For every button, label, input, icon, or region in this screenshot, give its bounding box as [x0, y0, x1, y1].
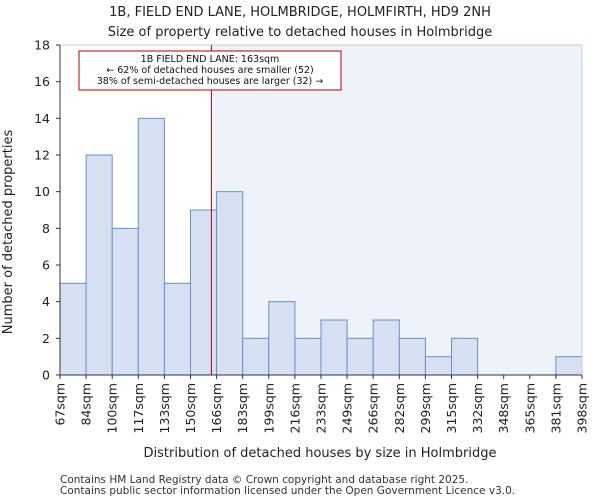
x-tick-label-398sqm: 398sqm [575, 383, 590, 433]
bar-67sqm [59, 282, 87, 376]
bar-150sqm [190, 209, 218, 376]
bar-100sqm [111, 227, 139, 376]
bar-381sqm [555, 356, 583, 376]
bar-133sqm [163, 282, 191, 376]
footer-line-1: Contains HM Land Registry data © Crown c… [60, 474, 468, 486]
y-ticks-group: 0 2 4 6 8 10 12 14 16 18 [34, 38, 60, 383]
x-tick-label-348sqm: 348sqm [496, 383, 511, 433]
bar-299sqm [424, 356, 452, 376]
x-tick-label-266sqm: 266sqm [366, 383, 381, 433]
annotation-line-1: 1B FIELD END LANE: 163sqm [141, 54, 280, 65]
bar-216sqm [294, 337, 322, 376]
bar-233sqm [320, 319, 348, 376]
x-tick-label-84sqm: 84sqm [79, 383, 94, 426]
bars-group [59, 117, 583, 376]
x-tick-label-315sqm: 315sqm [444, 383, 459, 433]
annotation-line-2: ← 62% of detached houses are smaller (52… [106, 65, 313, 76]
y-axis-label: Number of detached properties [1, 130, 16, 335]
x-tick-label-150sqm: 150sqm [183, 383, 198, 433]
x-ticks-group: 67sqm 84sqm 100sqm 117sqm 133sqm 150sqm 166sqm… [53, 375, 590, 433]
chart-subtitle: Size of property relative to detached ho… [108, 25, 493, 40]
y-tick-label-14: 14 [34, 111, 50, 126]
x-tick-label-100sqm: 100sqm [105, 383, 120, 433]
x-tick-label-183sqm: 183sqm [235, 383, 250, 433]
x-tick-label-117sqm: 117sqm [131, 383, 146, 433]
x-tick-label-249sqm: 249sqm [340, 383, 355, 433]
x-tick-label-233sqm: 233sqm [314, 383, 329, 433]
bar-249sqm [346, 337, 374, 376]
bar-199sqm [268, 301, 296, 376]
x-tick-label-133sqm: 133sqm [157, 383, 172, 433]
bar-166sqm [216, 191, 244, 376]
y-tick-label-4: 4 [42, 294, 50, 309]
bar-183sqm [242, 337, 270, 376]
bar-266sqm [372, 319, 400, 376]
bar-315sqm [451, 337, 479, 376]
x-axis-label: Distribution of detached houses by size … [144, 446, 497, 461]
x-tick-label-67sqm: 67sqm [53, 383, 68, 426]
bar-84sqm [85, 154, 113, 376]
annotation-box [78, 50, 342, 91]
x-tick-label-365sqm: 365sqm [522, 383, 537, 433]
y-tick-label-2: 2 [42, 331, 50, 346]
y-tick-label-8: 8 [42, 221, 50, 236]
bar-282sqm [398, 337, 426, 376]
x-tick-label-199sqm: 199sqm [261, 383, 276, 433]
annotation-line-3: 38% of semi-detached houses are larger (… [97, 76, 324, 87]
y-tick-label-0: 0 [42, 368, 50, 383]
bar-117sqm [137, 117, 165, 376]
y-tick-label-12: 12 [34, 148, 50, 163]
x-tick-label-381sqm: 381sqm [548, 383, 563, 433]
y-tick-label-6: 6 [42, 258, 50, 273]
x-tick-label-216sqm: 216sqm [287, 383, 302, 433]
x-tick-label-282sqm: 282sqm [392, 383, 407, 433]
footer-line-2: Contains public sector information licen… [60, 485, 515, 497]
y-tick-label-18: 18 [34, 38, 50, 53]
x-tick-label-166sqm: 166sqm [209, 383, 224, 433]
chart-title: 1B, FIELD END LANE, HOLMBRIDGE, HOLMFIRT… [109, 5, 491, 20]
x-tick-label-299sqm: 299sqm [418, 383, 433, 433]
x-tick-label-332sqm: 332sqm [470, 383, 485, 433]
y-tick-label-10: 10 [34, 184, 50, 199]
y-tick-label-16: 16 [34, 74, 50, 89]
